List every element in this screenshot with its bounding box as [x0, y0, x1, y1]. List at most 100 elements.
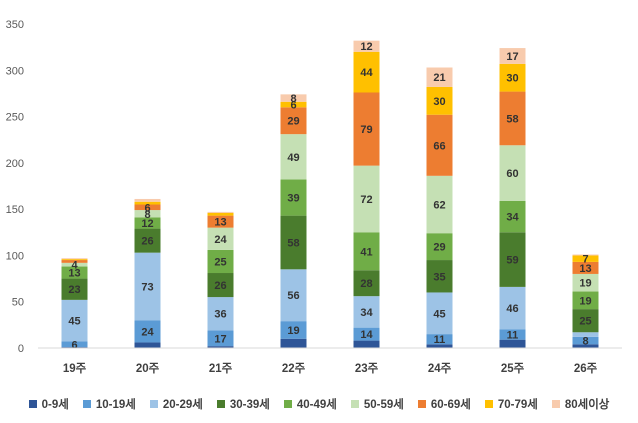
data-label: 13	[579, 263, 591, 275]
data-label: 35	[433, 271, 445, 283]
x-axis: 19주 20주 21주 22주 23주 24주 25주 26주	[38, 347, 622, 375]
data-label: 25	[214, 256, 226, 268]
data-label: 25	[579, 316, 591, 328]
legend-item: 20-29세	[149, 396, 203, 412]
y-axis: 0 50 100 150 200 250 300 350	[6, 19, 24, 355]
data-label: 36	[214, 309, 226, 321]
bar-segment	[280, 107, 307, 135]
bar-segment	[61, 258, 88, 260]
data-label: 73	[141, 281, 153, 293]
bar-segment	[572, 254, 599, 256]
legend-label: 60-69세	[430, 399, 471, 411]
bar-segment	[280, 269, 307, 322]
legend-item: 0-9세	[28, 396, 69, 412]
data-label: 58	[287, 237, 299, 249]
legend-label: 70-79세	[497, 399, 538, 411]
bar-segment	[353, 165, 380, 233]
x-tick-label: 23주	[355, 362, 379, 375]
bar-segment	[353, 92, 380, 166]
data-label: 29	[433, 242, 445, 254]
bar-segment	[134, 320, 161, 343]
data-label: 13	[214, 217, 226, 229]
bar-segment	[353, 270, 380, 297]
data-label: 45	[68, 316, 80, 328]
data-label: 34	[506, 212, 519, 224]
legend: 0-9세 10-19세 20-29세 30-39세 40-49세 50-59세 60-69세…	[0, 396, 638, 412]
bar-segment	[280, 94, 307, 102]
data-label: 59	[506, 255, 518, 267]
bar-segment	[134, 252, 161, 321]
bar-segment	[426, 114, 453, 176]
legend-swatch	[551, 400, 560, 408]
data-label: 14	[360, 329, 373, 341]
data-label: 26	[214, 280, 226, 292]
bar-segment	[207, 346, 234, 348]
bar-segment	[572, 291, 599, 310]
legend-label: 30-39세	[229, 399, 270, 411]
x-tick-label: 22주	[282, 362, 306, 375]
bar-segment	[499, 145, 526, 201]
data-label: 11	[507, 330, 519, 342]
bar-segment	[134, 210, 161, 218]
y-tick-label: 100	[6, 250, 24, 262]
legend-label: 20-29세	[162, 399, 203, 411]
bar-segment	[134, 198, 161, 202]
data-label: 21	[433, 72, 445, 84]
legend-label: 50-59세	[363, 399, 404, 411]
bar-segment	[572, 261, 599, 274]
bar-segment	[207, 212, 234, 216]
y-tick-label: 350	[6, 19, 24, 31]
bar-segment	[134, 342, 161, 348]
bar-segment	[280, 215, 307, 270]
bars	[61, 40, 599, 348]
bar-segment	[134, 204, 161, 211]
bar-segment	[353, 296, 380, 328]
bar-segment	[353, 232, 380, 271]
bar-segment	[499, 200, 526, 233]
x-tick-label: 24주	[428, 362, 452, 375]
bar-segment	[280, 321, 307, 339]
data-labels: 6452313424732612861736262524131956583949…	[68, 41, 591, 351]
bar-segment	[134, 201, 161, 205]
bar-segment	[61, 299, 88, 342]
data-label: 39	[287, 193, 299, 205]
x-tick-label: 25주	[501, 362, 525, 375]
x-tick-label: 26주	[574, 362, 598, 375]
legend-swatch	[350, 400, 359, 408]
bar-segment	[426, 260, 453, 293]
y-tick-label: 300	[6, 65, 24, 77]
legend-label: 80세이상	[564, 399, 610, 411]
data-label: 30	[433, 96, 445, 108]
bar-segment	[426, 86, 453, 115]
bar-segment	[499, 232, 526, 287]
bar-segment	[426, 292, 453, 335]
data-label: 34	[360, 307, 373, 319]
bar-segment	[207, 227, 234, 250]
data-label: 58	[506, 113, 518, 125]
bar-segment	[207, 249, 234, 274]
bar-segment	[572, 344, 599, 348]
data-label: 12	[360, 41, 372, 53]
data-label: 8	[290, 93, 296, 105]
legend-item: 70-79세	[484, 396, 538, 412]
bar-segment	[280, 134, 307, 180]
data-label: 24	[141, 326, 154, 338]
bar-segment	[207, 211, 234, 213]
data-label: 45	[433, 308, 445, 320]
y-tick-label: 0	[18, 343, 24, 355]
legend-label: 40-49세	[296, 399, 337, 411]
bar-segment	[61, 341, 88, 348]
bar-segment	[207, 330, 234, 347]
legend-swatch	[28, 400, 37, 408]
bar-segment	[61, 278, 88, 300]
bar-segment	[353, 40, 380, 52]
bar-segment	[207, 297, 234, 331]
data-label: 60	[506, 168, 518, 180]
data-label: 49	[287, 152, 299, 164]
bar-segment	[207, 215, 234, 228]
bar-segment	[499, 91, 526, 146]
data-label: 4	[71, 260, 78, 272]
legend-item: 50-59세	[350, 396, 404, 412]
data-label: 29	[287, 116, 299, 128]
